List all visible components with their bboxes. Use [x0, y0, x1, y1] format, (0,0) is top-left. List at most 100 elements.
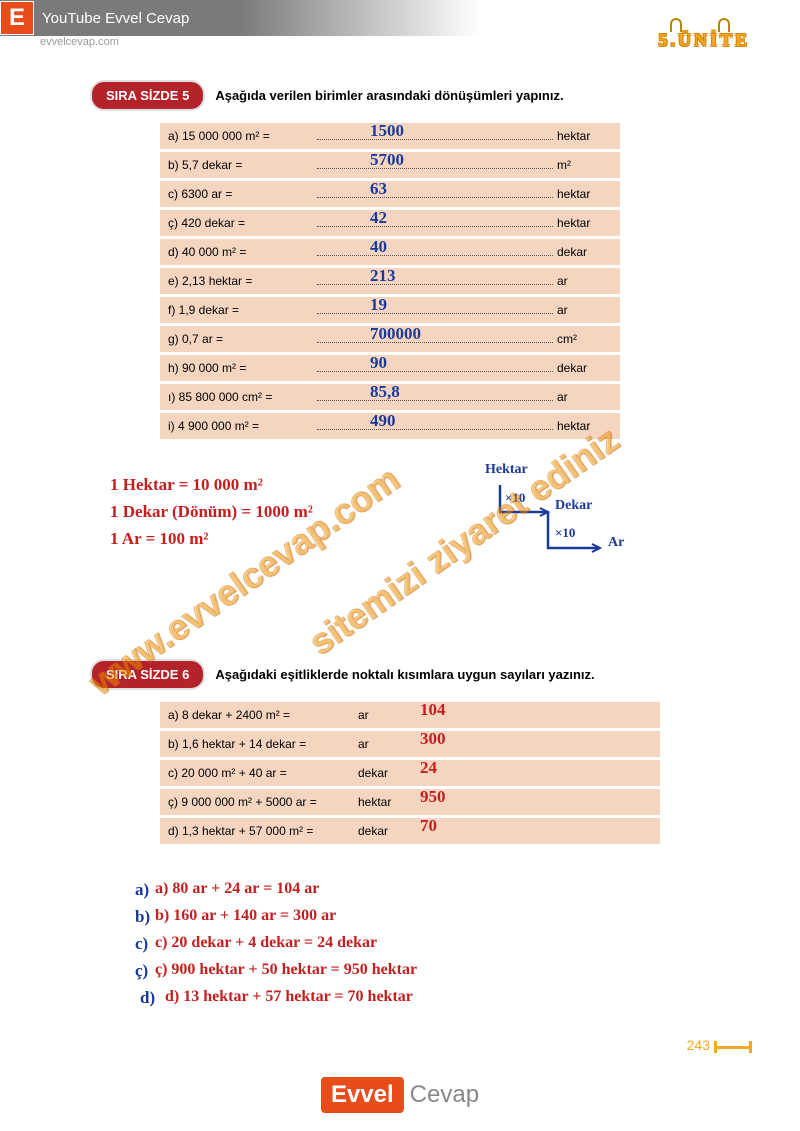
row-unit: hektar — [358, 795, 413, 809]
page-content: SIRA SİZDE 5 Aşağıda verilen birimler ar… — [0, 0, 800, 844]
note-hektar: 1 Hektar = 10 000 m² — [110, 475, 263, 495]
row-answer: 700000 — [370, 324, 421, 344]
section5-pill: SIRA SİZDE 5 — [90, 80, 205, 111]
row-label: b) 1,6 hektar + 14 dekar = — [168, 737, 358, 751]
footer-logo: Evvel Cevap — [321, 1077, 479, 1113]
row-dots — [317, 157, 553, 169]
row-dots — [317, 215, 553, 227]
unit-badge: 5.ÜNİTE — [658, 30, 750, 51]
row-unit: dekar — [557, 361, 612, 375]
row-dots — [317, 360, 553, 372]
logo-badge: E — [0, 1, 34, 35]
channel-name: YouTube Evvel Cevap — [42, 10, 189, 27]
row-answer: 85,8 — [370, 382, 400, 402]
row-answer: 63 — [370, 179, 387, 199]
row-dots — [317, 389, 553, 401]
diag-x10-2: ×10 — [555, 525, 575, 541]
work-d: d) 13 hektar + 57 hektar = 70 hektar — [165, 988, 413, 1006]
footer-evvel: Evvel — [321, 1077, 404, 1113]
row-unit: hektar — [557, 419, 612, 433]
section6-row: a) 8 dekar + 2400 m² = 104 ar — [160, 702, 660, 728]
section6-header: SIRA SİZDE 6 Aşağıdaki eşitliklerde nokt… — [90, 659, 710, 690]
footer-cevap: Cevap — [410, 1081, 479, 1109]
row-dots — [317, 331, 553, 343]
row-answer: 24 — [420, 758, 437, 778]
note-dekar: 1 Dekar (Dönüm) = 1000 m² — [110, 502, 313, 522]
row-unit: cm² — [557, 332, 612, 346]
row-label: a) 8 dekar + 2400 m² = — [168, 708, 358, 722]
section6-row: b) 1,6 hektar + 14 dekar = 300 ar — [160, 731, 660, 757]
row-label: ç) 9 000 000 m² + 5000 ar = — [168, 795, 358, 809]
row-label: e) 2,13 hektar = — [168, 274, 313, 288]
section5-row: d) 40 000 m² =40dekar — [160, 239, 620, 265]
row-dots — [317, 244, 553, 256]
diag-x10-1: ×10 — [505, 490, 525, 506]
section5-row: ç) 420 dekar = 42 hektar — [160, 210, 620, 236]
section5-instruction: Aşağıda verilen birimler arasındaki dönü… — [215, 88, 563, 103]
row-label: a) 15 000 000 m² = — [168, 129, 313, 143]
page-line-decoration — [714, 1046, 752, 1049]
conversion-diagram: Hektar Dekar Ar ×10 ×10 — [470, 470, 670, 590]
row-answer: 950 — [420, 787, 446, 807]
row-answer: 5700 — [370, 150, 404, 170]
row-unit: m² — [557, 158, 612, 172]
diag-hektar: Hektar — [485, 462, 528, 478]
diag-ar: Ar — [608, 535, 624, 551]
work-cc-prefix: ç) — [135, 961, 148, 981]
section6-row: ç) 9 000 000 m² + 5000 ar = 950 hektar — [160, 789, 660, 815]
row-answer: 300 — [420, 729, 446, 749]
work-c: c) 20 dekar + 4 dekar = 24 dekar — [155, 934, 377, 952]
row-answer: 104 — [420, 700, 446, 720]
section5-row: b) 5,7 dekar = 5700 m² — [160, 152, 620, 178]
row-unit: hektar — [557, 187, 612, 201]
site-url: evvelcevap.com — [40, 36, 119, 48]
section6-row: d) 1,3 hektar + 57 000 m² = 70 dekar — [160, 818, 660, 844]
work-b: b) 160 ar + 140 ar = 300 ar — [155, 907, 336, 925]
row-label: d) 1,3 hektar + 57 000 m² = — [168, 824, 358, 838]
work-a-prefix: a) — [135, 880, 149, 900]
note-ar: 1 Ar = 100 m² — [110, 529, 209, 549]
row-answer: 70 — [420, 816, 437, 836]
work-d-prefix: d) — [140, 988, 155, 1008]
section5-row: g) 0,7 ar =700000cm² — [160, 326, 620, 352]
section6-instruction: Aşağıdaki eşitliklerde noktalı kısımlara… — [215, 667, 594, 682]
row-label: i) 4 900 000 m² = — [168, 419, 313, 433]
row-unit: dekar — [358, 766, 413, 780]
row-label: f) 1,9 dekar = — [168, 303, 313, 317]
row-answer: 1500 — [370, 121, 404, 141]
row-answer: 490 — [370, 411, 396, 431]
row-label: c) 6300 ar = — [168, 187, 313, 201]
row-answer: 19 — [370, 295, 387, 315]
row-unit: ar — [358, 708, 413, 722]
work-c-prefix: c) — [135, 934, 148, 954]
work-a: a) 80 ar + 24 ar = 104 ar — [155, 880, 319, 898]
row-dots — [317, 273, 553, 285]
row-unit: ar — [557, 274, 612, 288]
row-label: b) 5,7 dekar = — [168, 158, 313, 172]
section5-row: e) 2,13 hektar =213ar — [160, 268, 620, 294]
row-unit: ar — [557, 390, 612, 404]
page-number: 243 — [687, 1037, 710, 1053]
diag-dekar: Dekar — [555, 498, 592, 514]
row-unit: ar — [358, 737, 413, 751]
work-cc: ç) 900 hektar + 50 hektar = 950 hektar — [155, 961, 417, 979]
section5-rows: a) 15 000 000 m² = 1500 hektar b) 5,7 dekar… — [90, 123, 710, 439]
section5-row: ı) 85 800 000 cm² = 85,8 ar — [160, 384, 620, 410]
row-unit: hektar — [557, 216, 612, 230]
row-label: ı) 85 800 000 cm² = — [168, 390, 313, 404]
work-b-prefix: b) — [135, 907, 150, 927]
section6: SIRA SİZDE 6 Aşağıdaki eşitliklerde nokt… — [90, 659, 710, 844]
section6-pill: SIRA SİZDE 6 — [90, 659, 205, 690]
row-unit: ar — [557, 303, 612, 317]
row-label: c) 20 000 m² + 40 ar = — [168, 766, 358, 780]
row-unit: dekar — [358, 824, 413, 838]
row-dots — [317, 302, 553, 314]
row-label: ç) 420 dekar = — [168, 216, 313, 230]
section5-row: a) 15 000 000 m² =1500hektar — [160, 123, 620, 149]
row-answer: 40 — [370, 237, 387, 257]
row-answer: 42 — [370, 208, 387, 228]
section6-rows: a) 8 dekar + 2400 m² =104arb) 1,6 hektar… — [90, 702, 710, 844]
row-answer: 90 — [370, 353, 387, 373]
section5-header: SIRA SİZDE 5 Aşağıda verilen birimler ar… — [90, 80, 710, 111]
section6-row: c) 20 000 m² + 40 ar = 24 dekar — [160, 760, 660, 786]
